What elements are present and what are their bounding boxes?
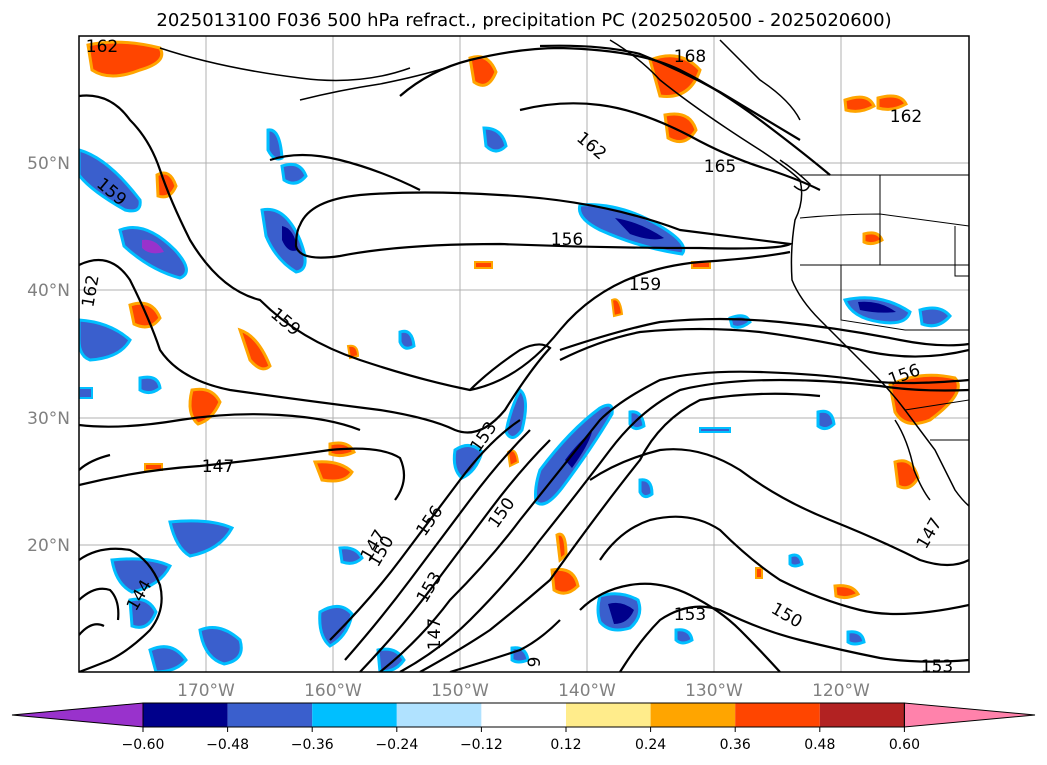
colorbar-segment <box>735 703 820 727</box>
precip-positive <box>86 40 960 600</box>
lat-label: 20°N <box>27 536 70 556</box>
colorbar-label: 0.48 <box>804 737 835 753</box>
precip-negative <box>79 126 952 672</box>
borders <box>799 174 969 441</box>
contour-label: 162 <box>890 107 922 127</box>
colorbar-label: 0.24 <box>635 737 666 753</box>
colorbar-segment <box>481 703 566 727</box>
plot-area: 162 168 162 165 162 159 156 159 162 159 … <box>79 36 969 677</box>
colorbar-label: 0.36 <box>720 737 751 753</box>
precip-shading <box>79 40 960 672</box>
colorbar-segment <box>650 703 736 727</box>
colorbar-label: −0.48 <box>206 737 249 753</box>
coastlines <box>159 39 969 507</box>
contour-label: 156 <box>551 230 583 250</box>
gridlines <box>79 36 969 672</box>
colorbar-segment <box>819 703 905 727</box>
colorbar-extend-high <box>903 702 1036 728</box>
colorbar-segment <box>227 703 313 727</box>
lon-label: 170°W <box>177 681 235 701</box>
contour-label: 162 <box>86 37 118 57</box>
map-title: 2025013100 F036 500 hPa refract., precip… <box>156 10 891 31</box>
colorbar-segment <box>312 703 397 727</box>
lon-label: 160°W <box>304 681 362 701</box>
lon-label: 150°W <box>431 681 489 701</box>
contour-label: 147 <box>202 457 234 477</box>
lat-label: 50°N <box>27 154 70 174</box>
lon-labels: 170°W 160°W 150°W 140°W 130°W 120°W <box>177 681 870 701</box>
contour-label: 153 <box>674 605 706 625</box>
colorbar: −0.60 −0.48 −0.36 −0.24 −0.12 0.12 0.24 0.36 0.4… <box>11 702 1036 753</box>
lat-labels: 50°N 40°N 30°N 20°N <box>27 154 70 556</box>
colorbar-frame <box>142 702 905 728</box>
lon-label: 120°W <box>812 681 870 701</box>
colorbar-segment <box>566 703 651 727</box>
lon-label: 130°W <box>685 681 743 701</box>
lon-label: 140°W <box>558 681 616 701</box>
colorbar-label: −0.12 <box>460 737 503 753</box>
contour-label: 147 <box>425 618 445 650</box>
contour-label: 165 <box>704 157 736 177</box>
contour-label: 159 <box>629 275 661 295</box>
contour-label: 168 <box>674 47 706 67</box>
colorbar-segment <box>143 703 228 727</box>
colorbar-label: 0.60 <box>889 737 920 753</box>
colorbar-extend-low <box>11 702 144 728</box>
colorbar-label: −0.36 <box>291 737 334 753</box>
colorbar-label: −0.24 <box>375 737 418 753</box>
contour-label: 9 <box>525 657 545 668</box>
colorbar-label: −0.60 <box>122 737 165 753</box>
colorbar-label: 0.12 <box>550 737 581 753</box>
plot-frame <box>78 35 970 673</box>
lat-label: 30°N <box>27 409 70 429</box>
colorbar-segment <box>396 703 482 727</box>
contours <box>79 44 969 672</box>
contour-label: 153 <box>921 657 953 677</box>
contour-labels: 162 168 162 165 162 159 156 159 162 159 … <box>79 37 953 677</box>
lat-label: 40°N <box>27 281 70 301</box>
